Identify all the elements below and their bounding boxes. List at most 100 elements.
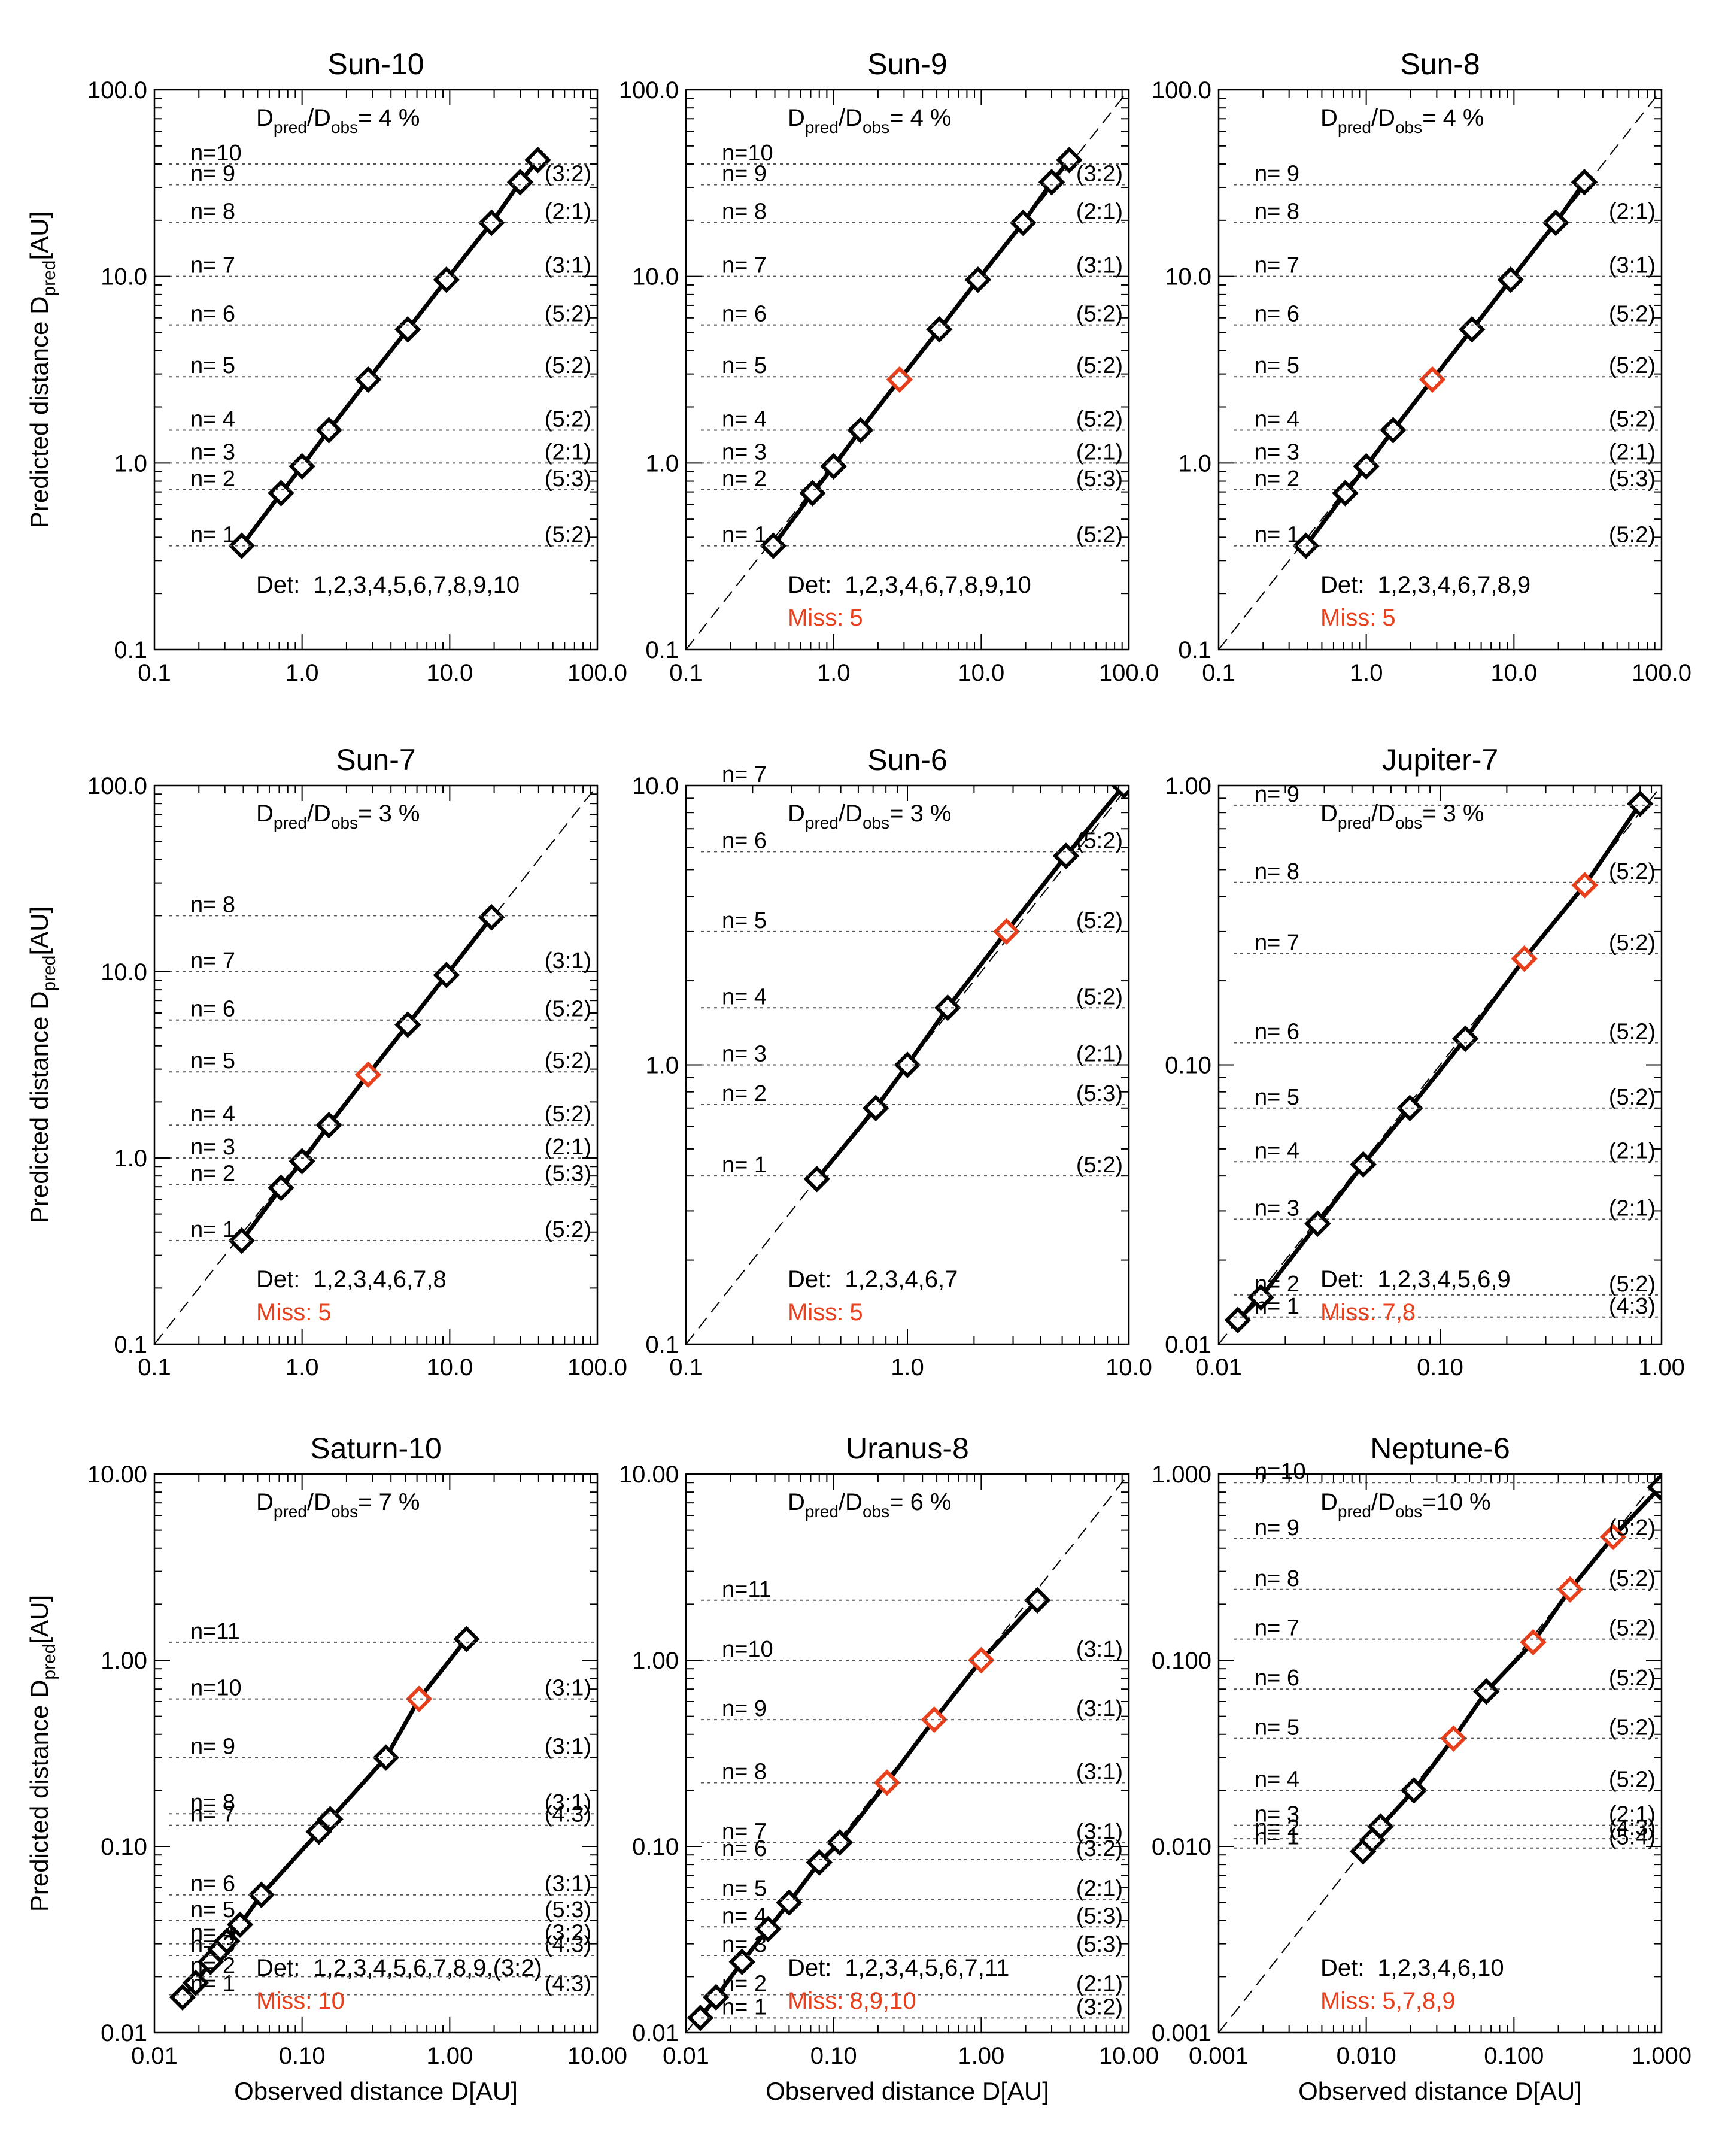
ratio-value: = 4 % — [889, 105, 951, 131]
panel-neptune-6: n= 1 (5:4) n= 2 (4:3) n= 3 (2:1) n= 4 (5:2) n= 5… — [1152, 1432, 1692, 2105]
detected-values: 1,2,3,4,5,6,9 — [1377, 1266, 1510, 1293]
detected-planet-marker — [213, 1927, 241, 1955]
panel-title: Sun-6 — [867, 743, 947, 777]
resonance-label: (2:1) — [545, 199, 591, 224]
ratio-symbol: D — [788, 105, 805, 131]
detected-planet-marker — [228, 532, 256, 559]
resonance-label: (5:3) — [1076, 466, 1123, 492]
resonance-label: (2:1) — [1609, 1196, 1656, 1221]
detected-list: Det: 1,2,3,4,5,6,7,8,9,10 — [256, 572, 520, 598]
missing-planet-marker — [1571, 872, 1598, 899]
orbit-level-label: n= 6 — [190, 1872, 235, 1897]
orbit-level-label: n= 3 — [1255, 1196, 1299, 1221]
y-tick-label: 1.0 — [645, 1053, 679, 1079]
missing-list: Miss: 10 — [256, 1988, 345, 2014]
detected-values: 1,2,3,4,5,6,7,8,9,10 — [313, 572, 520, 598]
y-axis-label: Predicted distance Dpred[AU] — [25, 1595, 59, 1912]
resonance-label: (5:2) — [545, 407, 591, 432]
y-tick-label: 0.010 — [1152, 1834, 1211, 1860]
resonance-label: (5:2) — [1609, 407, 1656, 432]
resonance-label: (3:1) — [1609, 253, 1656, 278]
y-tick-label: 100.0 — [619, 77, 679, 104]
detected-list: Det: 1,2,3,4,5,6,9 — [1320, 1266, 1511, 1293]
x-tick-label: 0.10 — [810, 2043, 857, 2069]
x-tick-label: 1.00 — [426, 2043, 473, 2069]
plot-area — [1219, 1474, 1662, 2033]
resonance-label: (5:2) — [1609, 930, 1656, 956]
orbit-level-label: n= 7 — [190, 948, 235, 974]
orbit-level-label: n= 9 — [1255, 162, 1299, 187]
y-tick-label: 0.01 — [101, 2020, 147, 2046]
resonance-label: (5:3) — [545, 466, 591, 492]
y-tick-label: 10.0 — [1165, 264, 1211, 290]
orbit-level-label: n=10 — [1255, 1459, 1306, 1484]
resonance-label: (4:3) — [545, 1972, 591, 1997]
ratio-sub-pred: pred — [1338, 1502, 1371, 1521]
resonance-label: (2:1) — [1076, 1042, 1123, 1067]
resonance-label: (5:3) — [1076, 1903, 1123, 1928]
detected-planet-marker — [760, 532, 787, 559]
y-axis-label-sub: pred — [40, 1644, 59, 1680]
y-tick-label: 1.00 — [632, 1648, 679, 1674]
x-tick-label: 10.0 — [1490, 660, 1537, 686]
resonance-label: (3:1) — [545, 253, 591, 278]
resonance-label: (3:1) — [545, 1790, 591, 1815]
resonance-label: (4:3) — [545, 1802, 591, 1827]
detected-planet-marker — [524, 147, 551, 174]
orbit-level-label: n= 8 — [1255, 859, 1299, 884]
resonance-label: (2:1) — [1609, 1138, 1656, 1163]
detected-planet-marker — [1304, 1210, 1331, 1238]
resonance-label: (4:3) — [1609, 1294, 1656, 1319]
orbit-level-label: n= 2 — [190, 1953, 235, 1978]
resonance-label: (5:2) — [545, 1102, 591, 1127]
orbit-level-label: n= 3 — [190, 1932, 235, 1957]
x-tick-label: 0.001 — [1189, 2043, 1249, 2069]
y-tick-label: 100.0 — [87, 773, 147, 799]
x-tick-label: 0.1 — [669, 660, 703, 686]
ratio-sub-pred: pred — [274, 118, 307, 137]
detected-planet-marker — [703, 1984, 730, 2011]
orbit-level-label: n= 8 — [190, 199, 235, 224]
x-tick-label: 10.0 — [426, 1354, 473, 1381]
resonance-label: (5:2) — [545, 302, 591, 327]
resonance-label: (5:3) — [1076, 1081, 1123, 1106]
ratio-value: = 7 % — [358, 1489, 420, 1515]
x-tick-label: 0.1 — [138, 660, 171, 686]
detected-values: 1,2,3,4,6,7,8,9,10 — [845, 572, 1031, 598]
resonance-label: (5:2) — [1609, 1085, 1656, 1110]
missing-planet-marker — [968, 1646, 995, 1674]
ratio-value: = 3 % — [889, 800, 951, 827]
y-axis-label-main: Predicted distance D — [25, 1680, 53, 1912]
detected-planet-marker — [372, 1744, 400, 1771]
missing-prefix: Miss: — [256, 1299, 312, 1326]
panel-frame — [153, 784, 599, 1345]
resonance-label: (5:2) — [1076, 984, 1123, 1009]
orbit-level-label: n= 7 — [1255, 930, 1299, 956]
ratio-sub-obs: obs — [331, 814, 358, 832]
detected-planet-marker — [1626, 790, 1654, 817]
plot-area — [228, 147, 551, 559]
x-tick-label: 1.000 — [1632, 2043, 1692, 2069]
missing-prefix: Miss: — [788, 1299, 843, 1326]
resonance-label: (5:2) — [1609, 1020, 1656, 1045]
orbit-level-label: n= 2 — [722, 466, 767, 492]
ratio-slash: /D — [307, 105, 331, 131]
y-tick-label: 100.0 — [87, 77, 147, 104]
resonance-label: (2:1) — [1609, 1802, 1656, 1827]
orbit-level-label: n= 1 — [190, 1217, 235, 1242]
resonance-label: (5:2) — [1609, 1515, 1656, 1541]
resonance-label: (5:2) — [1609, 1767, 1656, 1792]
panel-frame — [153, 89, 599, 651]
orbit-level-label: n= 9 — [722, 162, 767, 187]
missing-list: Miss: 8,9,10 — [788, 1988, 916, 2014]
detected-planet-marker — [478, 209, 505, 236]
y-tick-label: 0.01 — [1165, 1332, 1211, 1358]
x-axis-label: Observed distance D[AU] — [234, 2077, 518, 2105]
prediction-line — [771, 159, 1071, 547]
detected-prefix: Det: — [256, 1266, 300, 1293]
missing-values: 7,8 — [1382, 1299, 1416, 1326]
detected-values: 1,2,3,4,6,10 — [1377, 1955, 1504, 1981]
y-tick-label: 100.0 — [1152, 77, 1211, 104]
panel-title: Uranus-8 — [846, 1432, 969, 1465]
